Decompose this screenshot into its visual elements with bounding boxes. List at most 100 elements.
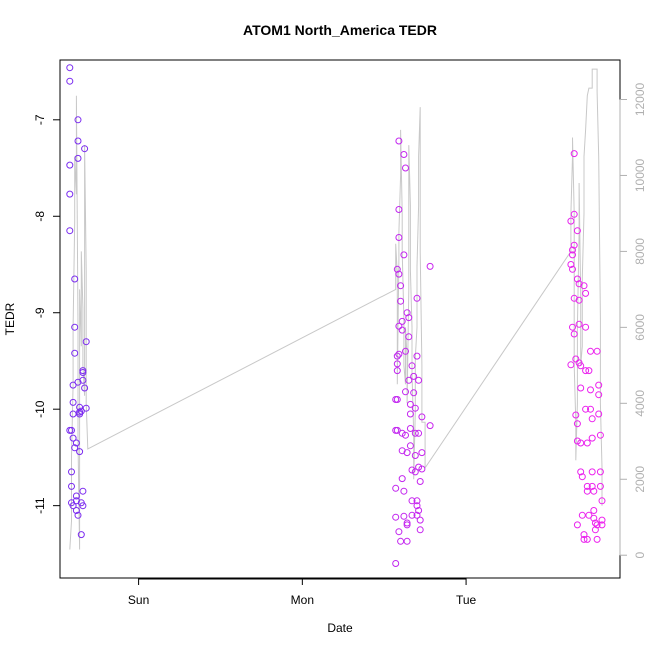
- scatter-point: [408, 362, 416, 370]
- x-tick-label: Mon: [291, 593, 314, 607]
- scatter-point: [410, 389, 418, 397]
- scatter-point: [79, 376, 87, 384]
- scatter-point: [74, 137, 82, 145]
- scatter-point: [395, 206, 403, 213]
- scatter-point: [69, 502, 77, 510]
- scatter-point: [411, 404, 419, 412]
- scatter-point: [598, 516, 606, 524]
- scatter-point: [569, 251, 576, 259]
- scatter-point: [413, 497, 421, 505]
- scatter-point: [570, 241, 578, 249]
- scatter-point: [71, 275, 79, 283]
- scatter-point: [595, 391, 603, 399]
- scatter-point: [580, 282, 588, 290]
- scatter-point: [413, 511, 421, 519]
- scatter-point: [591, 519, 599, 527]
- scatter-point: [596, 482, 604, 490]
- scatter-point: [400, 512, 408, 520]
- right-tick-label: 4000: [633, 390, 647, 417]
- scatter-point: [575, 320, 583, 328]
- scatter-point: [400, 487, 408, 495]
- scatter-point: [583, 482, 591, 490]
- scatter-point: [395, 137, 403, 145]
- scatter-point: [598, 521, 606, 529]
- right-tick-label: 0: [633, 552, 647, 559]
- scatter-point: [595, 410, 603, 418]
- scatter-point: [591, 526, 599, 534]
- scatter-point: [570, 330, 578, 338]
- scatter-point: [590, 487, 598, 495]
- scatter-point: [77, 531, 85, 539]
- scatter-point: [426, 422, 434, 430]
- y-tick-label: -10: [33, 400, 47, 418]
- x-axis: Sun Mon Tue: [128, 578, 477, 607]
- scatter-point: [426, 262, 434, 270]
- scatter-point: [567, 261, 575, 268]
- scatter-point: [393, 396, 401, 403]
- scatter-point: [415, 376, 423, 384]
- scatter-point: [582, 367, 590, 375]
- scatter-point: [76, 408, 84, 416]
- scatter-point: [572, 411, 580, 419]
- scatter-point: [392, 560, 400, 567]
- scatter-point: [573, 521, 581, 529]
- scatter-point: [418, 413, 426, 421]
- scatter-point: [395, 270, 403, 278]
- scatter-point: [393, 360, 401, 368]
- scatter-point: [69, 398, 77, 406]
- scatter-point: [74, 154, 82, 162]
- plot-frame: [59, 59, 621, 579]
- scatter-point: [580, 535, 588, 543]
- scatter-point: [398, 317, 406, 325]
- scatter-point: [573, 420, 581, 428]
- scatter-point: [393, 352, 401, 360]
- scatter-point: [595, 381, 603, 389]
- scatter-point: [405, 333, 413, 341]
- chart-title: ATOM1 North_America TEDR: [243, 22, 437, 38]
- x-axis-label: Date: [327, 621, 353, 635]
- scatter-point: [403, 537, 411, 545]
- scatter-point: [588, 482, 596, 490]
- scatter-point: [583, 439, 591, 447]
- scatter-point: [79, 487, 87, 495]
- scatter-point: [398, 326, 406, 334]
- scatter-point: [590, 507, 598, 514]
- scatter-point: [81, 384, 89, 392]
- scatter-point: [588, 415, 596, 423]
- right-tick-label: 6000: [633, 314, 647, 341]
- scatter-point: [68, 482, 75, 490]
- scatter-point: [411, 468, 419, 476]
- scatter-point: [397, 297, 405, 305]
- series-line-layer: [69, 68, 603, 550]
- scatter-point: [416, 478, 424, 485]
- scatter-point: [415, 429, 423, 437]
- scatter-point: [582, 405, 590, 413]
- scatter-point: [76, 448, 84, 456]
- x-tick-label: Sun: [128, 593, 149, 607]
- scatter-point: [415, 507, 423, 514]
- scatter-point: [596, 431, 604, 439]
- scatter-point: [410, 372, 418, 380]
- y-tick-label: -8: [33, 211, 47, 222]
- scatter-point: [68, 468, 75, 476]
- scatter-point: [408, 497, 416, 505]
- y-axis-label: TEDR: [3, 302, 17, 335]
- scatter-point: [411, 429, 419, 437]
- scatter-point: [418, 449, 426, 457]
- scatter-point: [593, 535, 601, 543]
- right-axis: 0 2000 4000 6000 8000 10000 12000: [619, 82, 647, 559]
- scatter-point: [72, 492, 80, 500]
- scatter-point: [577, 439, 585, 447]
- scatter-point: [79, 369, 87, 376]
- scatter-point: [411, 452, 419, 459]
- scatter-point: [408, 511, 416, 519]
- scatter-point: [398, 475, 406, 483]
- scatter-point: [82, 404, 90, 412]
- scatter-points-layer: [66, 64, 606, 567]
- scatter-point: [598, 497, 606, 505]
- scatter-point: [405, 314, 413, 322]
- scatter-point: [593, 521, 601, 529]
- scatter-point: [395, 350, 403, 358]
- scatter-point: [587, 405, 594, 413]
